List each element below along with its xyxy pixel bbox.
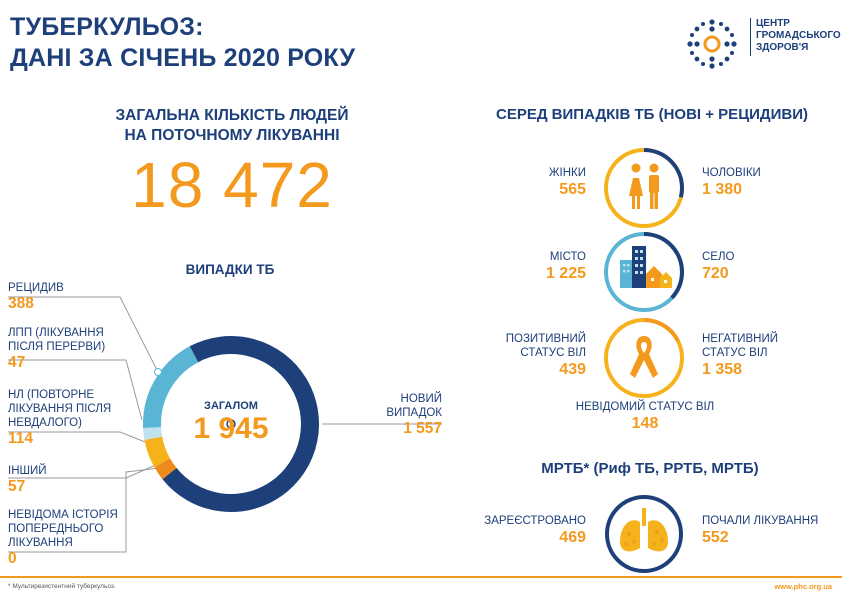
donut-center: ЗАГАЛОМ 1 945: [170, 400, 292, 446]
title-line-2: ДАНІ ЗА СІЧЕНЬ 2020 РОКУ: [10, 44, 356, 72]
other-label: ІНШИЙ: [8, 465, 47, 477]
tb-among-heading: СЕРЕД ВИПАДКІВ ТБ (НОВІ + РЕЦИДИВИ): [495, 106, 809, 123]
segment-label-lpp: ЛПП (ЛІКУВАННЯ ПІСЛЯ ПЕРЕРВИ) 47: [8, 326, 105, 372]
women-value: 565: [559, 181, 586, 198]
lungs-icon: [605, 495, 683, 573]
mdr-started-stat: ПОЧАЛИ ЛІКУВАННЯ 552: [702, 514, 832, 548]
title-line-1: ТУБЕРКУЛЬОЗ:: [10, 13, 204, 41]
total-heading-line-2: НА ПОТОЧНОМУ ЛІКУВАННІ: [124, 127, 340, 144]
new-value: 1 557: [403, 420, 442, 437]
unknown-label-line-2: ПОПЕРЕДНЬОГО: [8, 523, 104, 535]
logo-line-1: ЦЕНТР: [756, 18, 790, 29]
hiv-positive-label-line-2: СТАТУС ВІЛ: [520, 347, 586, 359]
logo-line-2: ГРОМАДСЬКОГО: [756, 30, 841, 41]
mdr-registered-stat: ЗАРЕЄСТРОВАНО 469: [470, 514, 586, 548]
city-stat: МІСТО 1 225: [500, 250, 586, 284]
village-value: 720: [702, 265, 729, 282]
hiv-unknown-label: НЕВІДОМИЙ СТАТУС ВІЛ: [575, 401, 715, 413]
hiv-negative-label-line-2: СТАТУС ВІЛ: [702, 347, 768, 359]
nl-label-line-3: НЕВДАЛОГО): [8, 417, 82, 429]
hiv-positive-stat: ПОЗИТИВНИЙ СТАТУС ВІЛ 439: [488, 332, 586, 380]
other-value: 57: [8, 478, 26, 495]
relapse-value: 388: [8, 295, 34, 312]
footer-divider: [0, 576, 842, 578]
lpp-label-line-2: ПІСЛЯ ПЕРЕРВИ): [8, 341, 106, 353]
relapse-label: РЕЦИДИВ: [8, 282, 64, 294]
leader-line-lpp: [8, 359, 143, 421]
donut-segment-relapse: [143, 346, 199, 428]
phc-logo-icon: [684, 16, 740, 72]
hiv-negative-label-line-1: НЕГАТИВНИЙ: [702, 333, 779, 345]
mdr-started-label: ПОЧАЛИ ЛІКУВАННЯ: [702, 515, 819, 527]
cases-title: ВИПАДКИ ТБ: [185, 262, 275, 277]
logo-text: ЦЕНТР ГРОМАДСЬКОГО ЗДОРОВ'Я: [756, 18, 841, 54]
relapse-marker: [154, 368, 162, 376]
donut-segments: [143, 336, 319, 512]
leader-line-unknown: [8, 467, 161, 553]
city-village-icon: [604, 232, 684, 312]
women-stat: ЖІНКИ 565: [500, 166, 586, 200]
hiv-positive-label-line-1: ПОЗИТИВНИЙ: [505, 333, 586, 345]
lpp-label-line-1: ЛПП (ЛІКУВАННЯ: [8, 327, 104, 339]
nl-label-line-1: НЛ (ПОВТОРНЕ: [8, 389, 95, 401]
hiv-unknown-value: 148: [631, 415, 659, 432]
donut-segment-new: [162, 336, 319, 512]
total-heading-line-1: ЗАГАЛЬНА КІЛЬКІСТЬ ЛЮДЕЙ: [115, 107, 349, 124]
logo-line-3: ЗДОРОВ'Я: [756, 42, 809, 53]
leader-line-relapse: [8, 296, 159, 373]
cases-donut-chart: [8, 296, 442, 553]
new-label-line-2: ВИПАДОК: [386, 407, 442, 419]
donut-segment-other: [154, 458, 177, 480]
segment-label-other: ІНШИЙ 57: [8, 464, 47, 496]
logo-divider: [750, 18, 751, 56]
leader-line-nl: [8, 431, 146, 443]
page-title: ТУБЕРКУЛЬОЗ: ДАНІ ЗА СІЧЕНЬ 2020 РОКУ: [10, 12, 355, 74]
donut-segment-nl: [144, 436, 171, 468]
hiv-negative-stat: НЕГАТИВНИЙ СТАТУС ВІЛ 1 358: [702, 332, 812, 380]
footnote: * Мультирезистентний туберкульоз.: [8, 583, 116, 590]
men-value: 1 380: [702, 181, 743, 198]
hiv-negative-value: 1 358: [702, 361, 743, 378]
unknown-label-line-3: ЛІКУВАННЯ: [8, 537, 73, 549]
segment-label-new: НОВИЙ ВИПАДОК 1 557: [372, 392, 442, 438]
hiv-unknown-stat: НЕВІДОМИЙ СТАТУС ВІЛ 148: [560, 400, 730, 434]
women-label: ЖІНКИ: [548, 167, 586, 179]
total-heading: ЗАГАЛЬНА КІЛЬКІСТЬ ЛЮДЕЙ НА ПОТОЧНОМУ ЛІ…: [92, 106, 372, 146]
gender-icon: [604, 148, 684, 228]
city-value: 1 225: [545, 265, 586, 282]
nl-value: 114: [8, 430, 34, 447]
donut-center-value: 1 945: [193, 412, 269, 445]
city-label: МІСТО: [549, 251, 586, 263]
segment-label-unknown: НЕВІДОМА ІСТОРІЯ ПОПЕРЕДНЬОГО ЛІКУВАННЯ …: [8, 508, 118, 568]
new-label-line-1: НОВИЙ: [400, 393, 442, 405]
mdr-registered-value: 469: [559, 529, 586, 546]
unknown-value: 0: [8, 550, 17, 567]
village-stat: СЕЛО 720: [702, 250, 812, 284]
hiv-positive-value: 439: [559, 361, 586, 378]
village-label: СЕЛО: [702, 251, 735, 263]
hiv-ribbon-icon: [604, 318, 684, 398]
nl-label-line-2: ЛІКУВАННЯ ПІСЛЯ: [8, 403, 112, 415]
donut-center-label: ЗАГАЛОМ: [204, 400, 258, 412]
website-link[interactable]: www.phc.org.ua: [774, 582, 832, 591]
total-value: 18 472: [131, 149, 333, 221]
donut-segment-lpp: [143, 427, 163, 440]
lpp-value: 47: [8, 354, 26, 371]
new-case-marker: [226, 419, 236, 429]
mdr-registered-label: ЗАРЕЄСТРОВАНО: [484, 515, 586, 527]
men-label: ЧОЛОВІКИ: [702, 167, 761, 179]
segment-label-nl: НЛ (ПОВТОРНЕ ЛІКУВАННЯ ПІСЛЯ НЕВДАЛОГО) …: [8, 388, 111, 448]
men-stat: ЧОЛОВІКИ 1 380: [702, 166, 812, 200]
segment-label-relapse: РЕЦИДИВ 388: [8, 281, 64, 313]
mdr-started-value: 552: [702, 529, 729, 546]
mdr-heading: МРТБ* (Риф ТБ, РРТБ, МРТБ): [541, 460, 759, 477]
unknown-label-line-1: НЕВІДОМА ІСТОРІЯ: [8, 509, 118, 521]
